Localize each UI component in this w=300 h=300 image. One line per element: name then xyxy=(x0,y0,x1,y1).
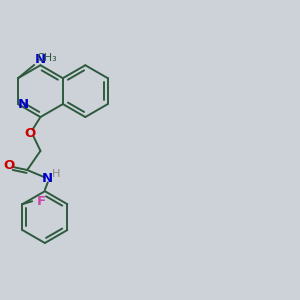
Text: N: N xyxy=(18,98,29,111)
Text: O: O xyxy=(3,159,15,172)
Text: H: H xyxy=(52,169,60,179)
Text: N: N xyxy=(35,53,46,66)
Text: CH₃: CH₃ xyxy=(37,52,57,63)
Text: F: F xyxy=(36,195,45,208)
Text: N: N xyxy=(42,172,53,185)
Text: O: O xyxy=(25,127,36,140)
